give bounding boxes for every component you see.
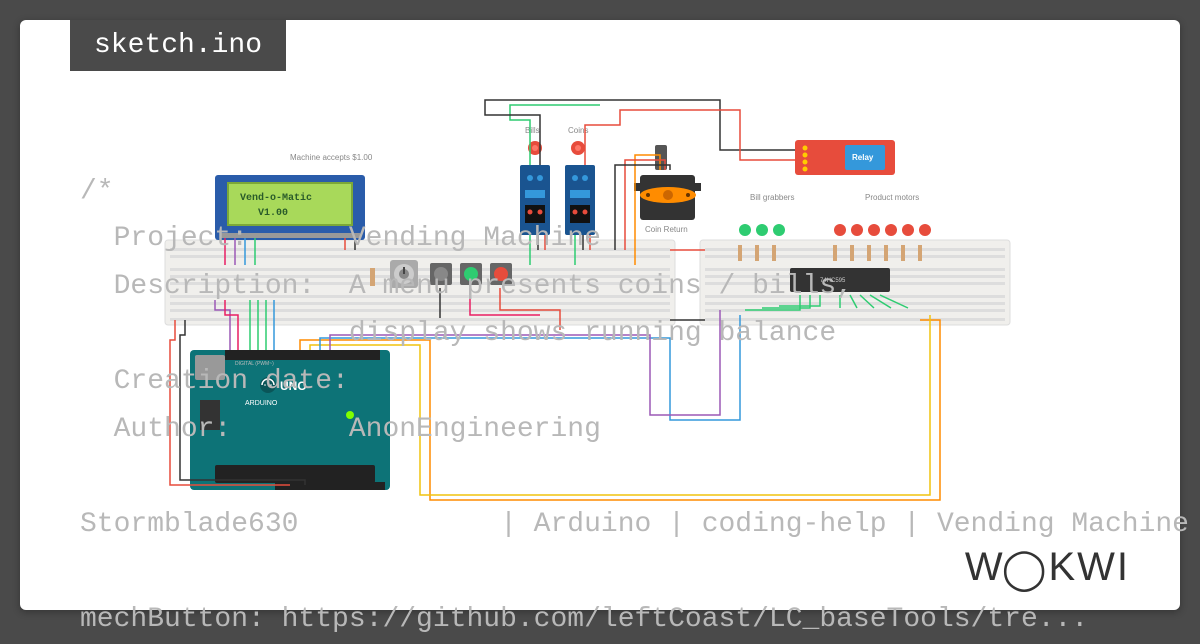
code-line-4: display shows running balance (80, 318, 836, 349)
code-line-3: Description: A menu presents coins / bil… (80, 271, 853, 302)
preview-card: sketch.ino /* Project: Vending Machine D… (20, 20, 1180, 610)
file-tab[interactable]: sketch.ino (70, 20, 286, 71)
code-line-2: Project: Vending Machine (80, 223, 601, 254)
code-line-5: Creation date: (80, 366, 349, 397)
code-line-1: /* (80, 176, 114, 207)
code-line-10: mechButton: https://github.com/leftCoast… (80, 604, 1088, 635)
wokwi-logo: W◯KWI (965, 544, 1130, 590)
code-line-8: Stormblade630 | Arduino | coding-help | … (80, 509, 1189, 540)
code-line-6: Author: AnonEngineering (80, 414, 601, 445)
tab-filename: sketch.ino (94, 30, 262, 61)
